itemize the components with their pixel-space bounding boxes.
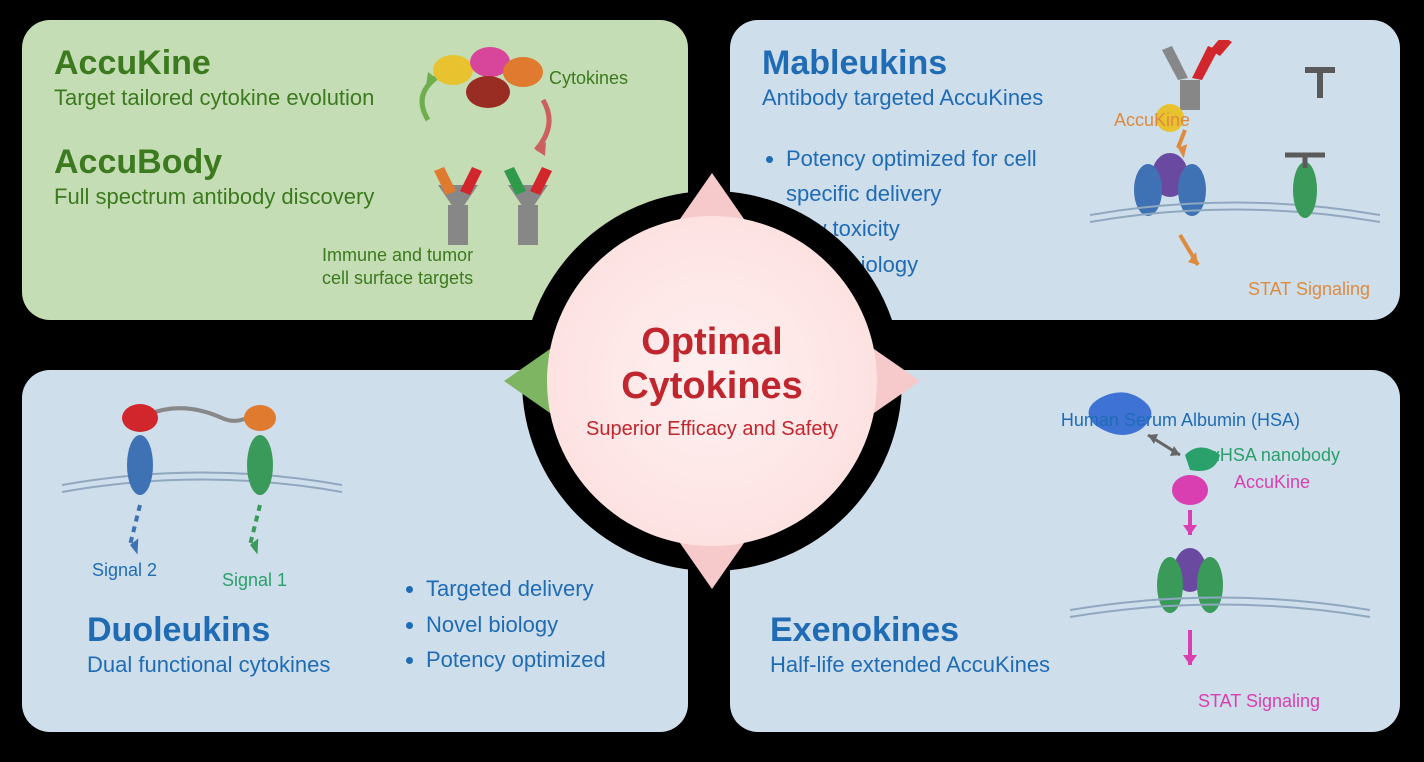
hsa-label: Human Serum Albumin (HSA) bbox=[1061, 410, 1300, 431]
center-title: Optimal Cytokines bbox=[621, 321, 803, 408]
arrow-left-icon bbox=[504, 349, 550, 413]
arrow-down-icon bbox=[680, 543, 744, 589]
cytokines-label: Cytokines bbox=[549, 68, 628, 89]
stat-signaling-label: STAT Signaling bbox=[1248, 279, 1370, 300]
br-stat-label: STAT Signaling bbox=[1198, 691, 1320, 712]
br-accukine-label: AccuKine bbox=[1234, 472, 1310, 493]
signal2-label: Signal 2 bbox=[92, 560, 157, 581]
signal1-label: Signal 1 bbox=[222, 570, 287, 591]
arrow-up-icon bbox=[680, 173, 744, 219]
duoleukins-title: Duoleukins bbox=[87, 611, 330, 650]
exenokines-subtitle: Half-life extended AccuKines bbox=[770, 652, 1050, 678]
mableukins-diagram bbox=[1090, 40, 1380, 310]
targets-label: Immune and tumor cell surface targets bbox=[322, 244, 473, 291]
nanobody-label: αHSA nanobody bbox=[1210, 445, 1341, 466]
duoleukins-subtitle: Dual functional cytokines bbox=[87, 652, 330, 678]
center-hub: Optimal Cytokines Superior Efficacy and … bbox=[522, 191, 902, 571]
arrow-right-icon bbox=[874, 349, 920, 413]
exenokines-title: Exenokines bbox=[770, 611, 1050, 650]
duoleukins-bullets: Targeted delivery Novel biology Potency … bbox=[426, 571, 606, 677]
center-subtitle: Superior Efficacy and Safety bbox=[586, 418, 838, 441]
duoleukins-diagram bbox=[62, 390, 342, 620]
center-circle: Optimal Cytokines Superior Efficacy and … bbox=[547, 216, 877, 546]
accukine-label: AccuKine bbox=[1114, 110, 1190, 131]
